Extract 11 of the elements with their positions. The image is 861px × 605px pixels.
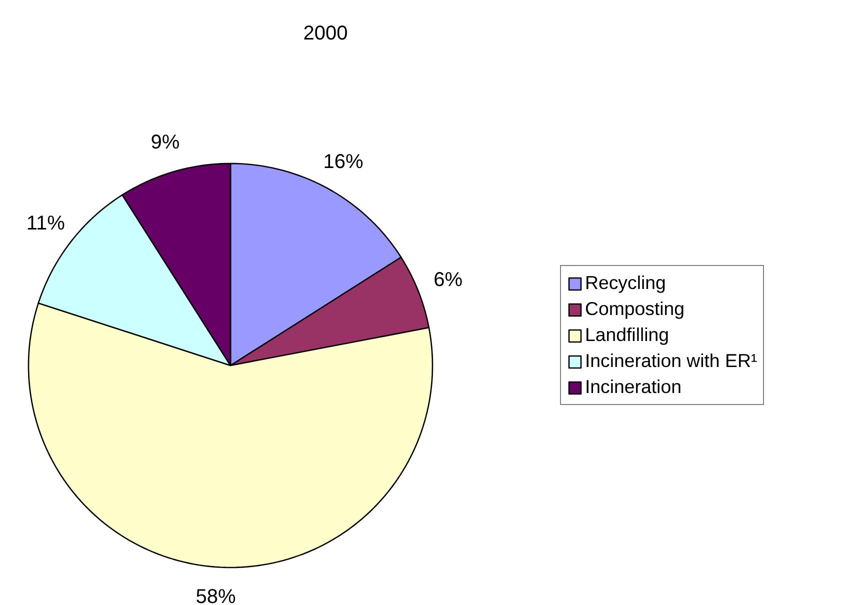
data-label: 6% — [434, 269, 463, 292]
legend-label: Landfilling — [585, 324, 670, 346]
chart-title: 2000 — [303, 22, 348, 44]
legend-label: Incineration with ER¹ — [585, 350, 758, 372]
legend-label: Incineration — [585, 376, 682, 398]
legend-label: Composting — [585, 298, 685, 320]
legend-label: Recycling — [585, 272, 666, 294]
data-label: 11% — [26, 212, 66, 234]
data-label: 16% — [323, 151, 364, 174]
data-label: 58% — [196, 586, 236, 605]
data-label: 9% — [150, 132, 180, 154]
